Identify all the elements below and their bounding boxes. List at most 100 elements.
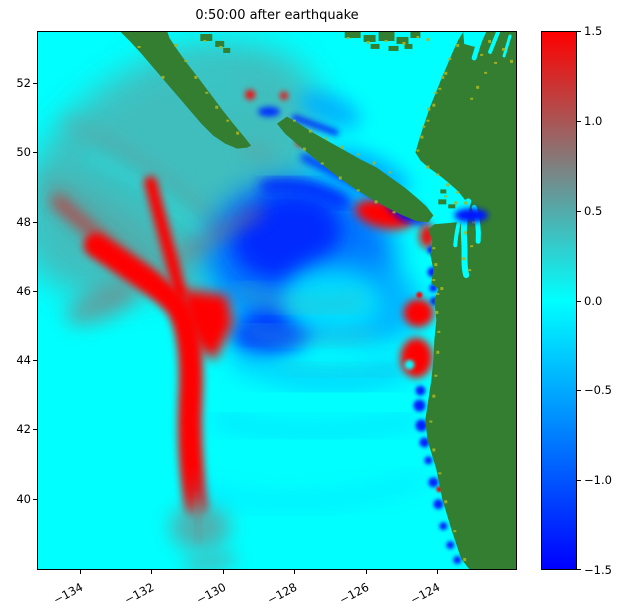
colorbar-tick-mark: [577, 390, 581, 392]
wave-feature: [170, 503, 231, 552]
y-tick-label: 50: [16, 145, 31, 160]
y-tick-mark: [33, 221, 37, 223]
shore-fleck: [441, 75, 445, 79]
shore-fleck: [416, 149, 420, 152]
colorbar-tick-mark: [577, 120, 581, 122]
wave-feature: [244, 323, 376, 348]
shore-fleck: [203, 39, 207, 42]
shore-fleck: [384, 39, 388, 42]
colorbar: [541, 31, 577, 570]
wave-feature: [182, 551, 238, 569]
shore-fleck: [436, 293, 440, 296]
colorbar-tick-label: 1.0: [584, 113, 603, 128]
shore-fleck: [324, 137, 328, 140]
shore-fleck: [137, 45, 141, 48]
wave-feature: [415, 385, 426, 396]
shore-fleck: [472, 221, 476, 224]
shore-fleck: [432, 247, 436, 250]
colorbar-tick-mark: [577, 480, 581, 482]
shore-fleck: [432, 279, 436, 282]
y-tick-mark: [33, 152, 37, 154]
water-channel: [502, 34, 512, 58]
water-channel: [488, 32, 501, 54]
land-gulf-island: [448, 204, 456, 209]
wave-feature: [279, 91, 288, 100]
colorbar-tick-mark: [577, 210, 581, 212]
shore-fleck: [436, 350, 440, 354]
y-tick-label: 52: [16, 75, 31, 90]
shore-fleck: [426, 165, 430, 169]
y-tick-mark: [33, 82, 37, 84]
shore-fleck: [464, 231, 468, 235]
wave-feature: [233, 283, 367, 313]
shore-fleck: [422, 125, 426, 128]
wave-feature: [403, 299, 434, 327]
shore-fleck: [435, 310, 439, 314]
plot-title: 0:50:00 after earthquake: [195, 8, 359, 23]
wave-feature: [400, 337, 433, 378]
x-tick-label: −124: [407, 579, 443, 608]
land-mainland-bc-wa-or-ca: [415, 32, 516, 569]
y-tick-mark: [33, 290, 37, 292]
shore-fleck: [502, 47, 506, 51]
shore-fleck: [456, 191, 460, 194]
shore-fleck: [432, 448, 436, 452]
wave-feature: [453, 556, 462, 565]
x-tick-label: −128: [264, 579, 300, 608]
y-tick-mark: [33, 429, 37, 431]
wave-feature: [245, 89, 256, 100]
x-tick-label: −126: [336, 579, 371, 608]
shore-fleck: [434, 263, 438, 267]
wave-feature: [446, 541, 455, 550]
shore-fleck: [338, 176, 342, 180]
wave-feature: [413, 399, 426, 412]
shore-fleck: [484, 71, 488, 74]
wave-feature: [428, 477, 439, 488]
shore-fleck: [426, 37, 430, 41]
y-tick-label: 48: [16, 214, 31, 229]
map-plot-area: [37, 31, 517, 570]
shore-fleck: [356, 153, 360, 156]
shore-fleck: [446, 183, 450, 187]
shore-fleck: [470, 97, 474, 100]
colorbar-tick-label: 1.5: [584, 24, 603, 38]
land-gulf-island: [440, 189, 447, 194]
land-gulf-island: [438, 199, 447, 205]
land-islet: [200, 33, 213, 41]
wave-feature: [291, 114, 339, 136]
wave-feature: [298, 91, 361, 129]
shore-fleck: [427, 107, 431, 111]
y-tick-label: 40: [16, 491, 31, 506]
shore-fleck: [292, 119, 296, 122]
shore-fleck: [308, 129, 312, 133]
wave-feature: [419, 437, 430, 448]
shore-fleck: [510, 59, 514, 63]
wave-feature: [404, 359, 415, 370]
shore-fleck: [438, 472, 442, 475]
wave-feature: [174, 205, 264, 263]
colorbar-tick-label: 0.0: [584, 293, 603, 308]
shore-fleck: [440, 287, 444, 291]
x-tick-mark: [79, 570, 81, 574]
shore-fleck: [161, 75, 165, 79]
shore-fleck: [432, 103, 436, 107]
shore-fleck: [219, 45, 223, 49]
shore-fleck: [444, 195, 448, 198]
shore-fleck: [388, 171, 392, 174]
wave-feature: [258, 106, 280, 117]
wave-feature: [212, 411, 418, 440]
wave-feature: [66, 280, 140, 326]
shore-fleck: [429, 420, 433, 423]
shore-fleck: [444, 500, 448, 504]
wave-feature: [39, 173, 221, 314]
shore-fleck: [320, 162, 324, 165]
x-tick-label: −134: [50, 579, 86, 608]
shore-fleck: [416, 35, 420, 38]
wave-feature: [229, 348, 411, 392]
shore-fleck: [215, 105, 219, 109]
shore-fleck: [402, 41, 406, 45]
y-tick-label: 46: [16, 283, 31, 298]
wave-feature: [144, 175, 187, 300]
land-islet: [344, 32, 361, 38]
